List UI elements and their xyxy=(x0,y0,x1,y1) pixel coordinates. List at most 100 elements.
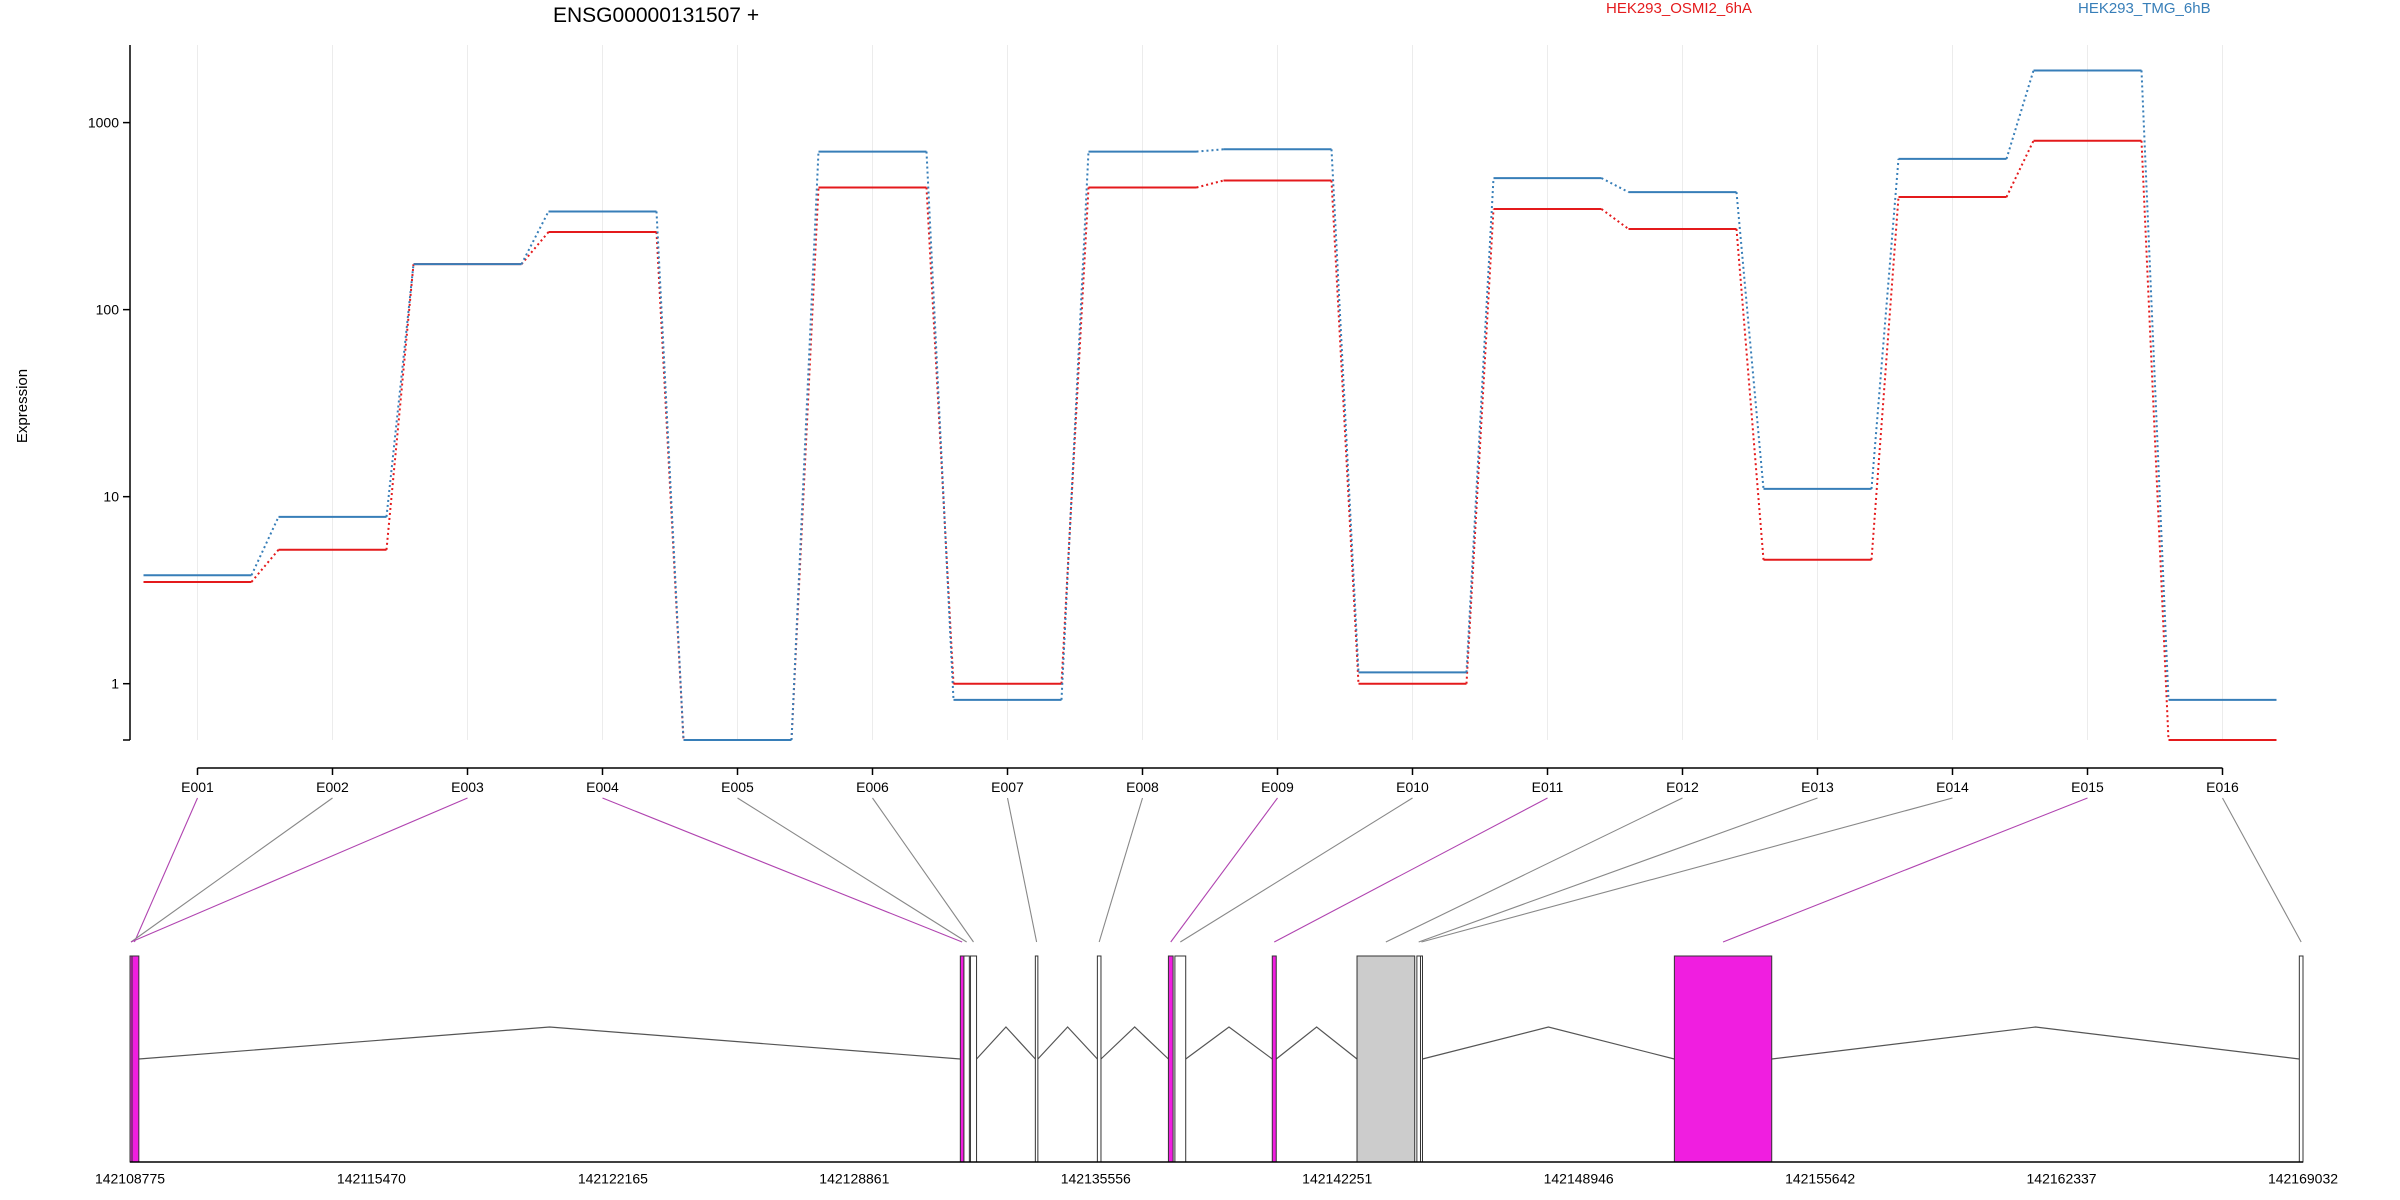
series-2-transition xyxy=(1196,148,1224,153)
series-2-transition xyxy=(1060,151,1090,700)
x-tick-label-e010: E010 xyxy=(1396,779,1429,795)
axes: 1 10 100 1000 E001 E002 E003 E004 E005 E006 E007 E0… xyxy=(88,45,2239,795)
x-tick-label-e014: E014 xyxy=(1936,779,1969,795)
series-2-transition xyxy=(1870,158,1900,490)
connector-e002 xyxy=(130,797,333,943)
genomic-coordinate-label: 142108775 xyxy=(95,1170,165,1186)
genomic-coordinate-label: 142142251 xyxy=(1302,1170,1372,1186)
grid-lines xyxy=(197,45,2223,740)
series-2-transition xyxy=(2005,70,2035,160)
connector-e011 xyxy=(1273,797,1548,943)
x-tick-label-e013: E013 xyxy=(1801,779,1834,795)
series-1-transition xyxy=(1196,179,1224,189)
series-1-transition xyxy=(1465,208,1495,684)
connector-e008 xyxy=(1098,797,1144,943)
x-tick-label-e003: E003 xyxy=(451,779,484,795)
connector-e003 xyxy=(130,797,468,943)
series-2-transition xyxy=(1330,149,1360,673)
genomic-coordinate-label: 142122165 xyxy=(578,1170,648,1186)
series-1-transition xyxy=(1870,196,1900,560)
series-2 xyxy=(143,69,2277,741)
series-1-transition xyxy=(2005,140,2035,198)
connector-e014 xyxy=(1421,797,1953,943)
series-2-transition xyxy=(1735,192,1765,490)
series-2-transition xyxy=(1601,177,1629,194)
series-1-transition xyxy=(520,231,550,265)
series-2-transition xyxy=(520,210,550,265)
exon-connectors xyxy=(130,797,2302,943)
intron-line xyxy=(1100,1026,1169,1060)
y-tick-label: 10 xyxy=(103,489,119,505)
intron-line xyxy=(1185,1026,1273,1060)
connector-e009 xyxy=(1170,797,1278,943)
x-tick-label-e016: E016 xyxy=(2206,779,2239,795)
genomic-coordinate-label: 142135556 xyxy=(1061,1170,1131,1186)
series-2-transition xyxy=(250,516,280,576)
y-tick-label: 100 xyxy=(96,302,120,318)
connector-e012 xyxy=(1385,797,1683,943)
exon-box-e007 xyxy=(1034,955,1039,1163)
x-tick-label-e006: E006 xyxy=(856,779,889,795)
x-tick-label-e009: E009 xyxy=(1261,779,1294,795)
gene-model xyxy=(129,955,2304,1163)
genomic-coordinate-axis: 142108775 142115470 142122165 142128861 1421… xyxy=(95,1170,2338,1186)
exon-box-e016 xyxy=(2298,955,2304,1163)
series-1-transition xyxy=(250,549,280,583)
connector-e005 xyxy=(737,797,967,943)
series-2-transition xyxy=(385,264,415,517)
connector-e006 xyxy=(872,797,974,943)
exon-box-e004 xyxy=(959,955,965,1163)
x-tick-label-e011: E011 xyxy=(1532,779,1564,795)
intron-line xyxy=(1037,1026,1098,1060)
genomic-coordinate-label: 142115470 xyxy=(337,1170,406,1186)
x-tick-label-e007: E007 xyxy=(991,779,1024,795)
legend-entry-tmg: HEK293_TMG_6hB xyxy=(2078,0,2211,17)
exon-box-e010 xyxy=(1174,955,1187,1163)
exon-box-e014 xyxy=(1419,955,1423,1163)
intron-line xyxy=(1422,1026,1675,1060)
x-tick-label-e015: E015 xyxy=(2071,779,2104,795)
exon-box-e005 xyxy=(963,955,970,1163)
exon-box-e015 xyxy=(1673,955,1773,1163)
series-1-transition xyxy=(1735,228,1765,560)
x-tick-label-e002: E002 xyxy=(316,779,349,795)
exon-box-e008 xyxy=(1096,955,1102,1163)
x-tick-label-e004: E004 xyxy=(586,779,619,795)
series-2-transition xyxy=(925,151,955,700)
series-2-transition xyxy=(655,211,685,741)
y-tick-label: 1000 xyxy=(88,115,119,131)
series-1 xyxy=(143,139,2277,741)
intron-line xyxy=(138,1026,961,1060)
genomic-coordinate-label: 142148946 xyxy=(1544,1170,1614,1186)
connector-e015 xyxy=(1722,797,2088,943)
exon-box-e013 xyxy=(1416,955,1421,1163)
connector-e001 xyxy=(133,797,199,943)
genomic-coordinate-label: 142169032 xyxy=(2268,1170,2338,1186)
x-tick-label-e005: E005 xyxy=(721,779,754,795)
x-tick-label-e008: E008 xyxy=(1126,779,1159,795)
connector-e016 xyxy=(2222,797,2302,943)
exon-box-e009 xyxy=(1167,955,1174,1163)
connector-e010 xyxy=(1180,797,1413,943)
y-tick-label: 1 xyxy=(111,676,119,692)
chart-title: ENSG00000131507 + xyxy=(553,4,759,27)
series-1-transition xyxy=(1600,208,1630,230)
genomic-coordinate-label: 142155642 xyxy=(1785,1170,1855,1186)
connector-e004 xyxy=(602,797,963,943)
series-lines xyxy=(143,69,2277,741)
series-2-transition xyxy=(790,151,820,741)
x-tick-label-e001: E001 xyxy=(181,779,214,795)
x-tick-label-e012: E012 xyxy=(1666,779,1699,795)
connector-e013 xyxy=(1418,797,1818,943)
intron-line xyxy=(1771,1026,2300,1060)
connector-e007 xyxy=(1006,797,1038,943)
series-1-transition xyxy=(2140,140,2170,741)
exon-box-e006 xyxy=(969,955,978,1163)
exon-box-e012 xyxy=(1356,955,1416,1163)
exon-box-e011 xyxy=(1271,955,1277,1163)
genomic-coordinate-label: 142128861 xyxy=(819,1170,889,1186)
series-1-transition xyxy=(1330,180,1360,684)
legend-entry-osmi2: HEK293_OSMI2_6hA xyxy=(1606,0,1752,17)
series-1-transition xyxy=(925,187,955,684)
